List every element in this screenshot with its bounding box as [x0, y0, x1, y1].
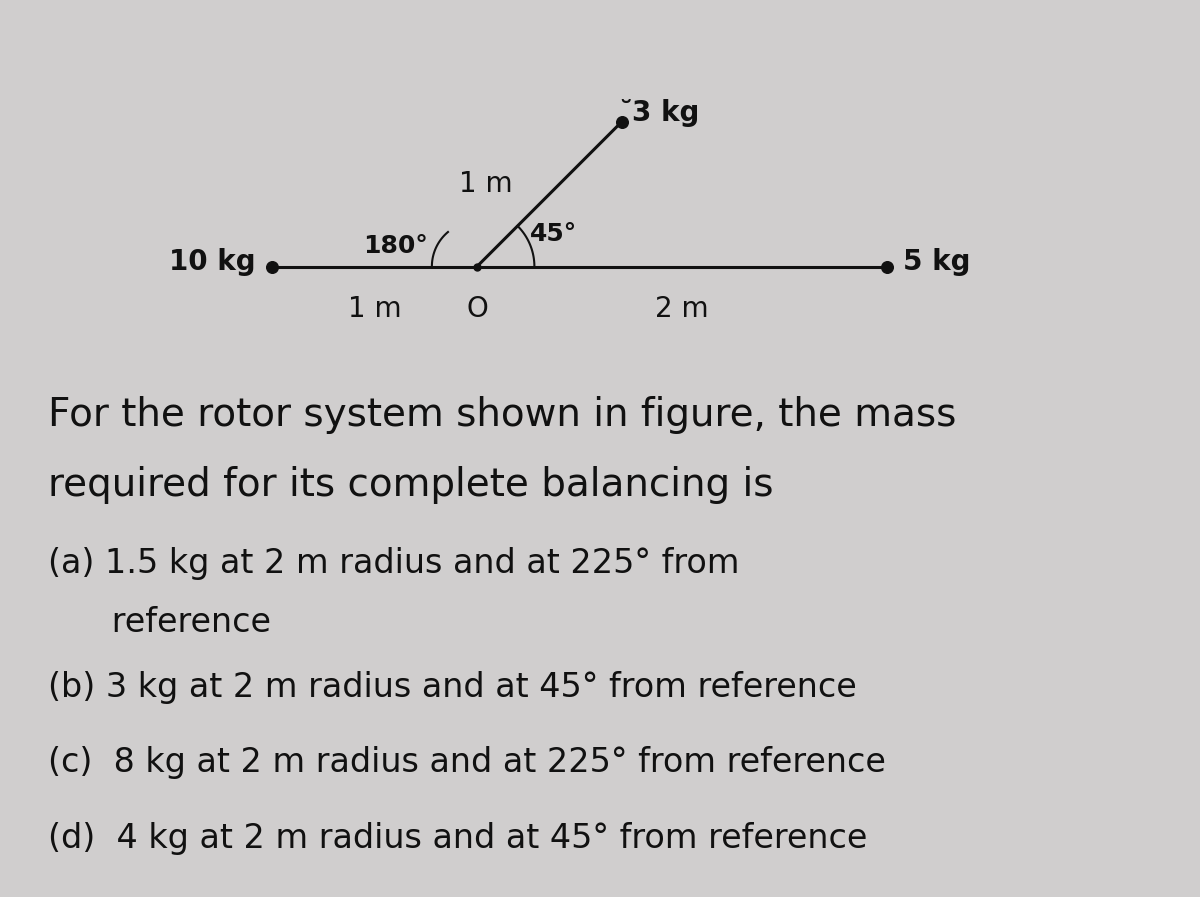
- Text: 2 m: 2 m: [655, 295, 709, 323]
- Text: (c)  8 kg at 2 m radius and at 225° from reference: (c) 8 kg at 2 m radius and at 225° from …: [48, 746, 886, 779]
- Text: 5 kg: 5 kg: [904, 248, 971, 276]
- Text: 1 m: 1 m: [348, 295, 401, 323]
- Text: required for its complete balancing is: required for its complete balancing is: [48, 466, 773, 504]
- Text: 45°: 45°: [530, 222, 577, 246]
- Text: O: O: [466, 295, 488, 323]
- Point: [263, 259, 282, 274]
- Text: For the rotor system shown in figure, the mass: For the rotor system shown in figure, th…: [48, 396, 956, 434]
- Text: 10 kg: 10 kg: [169, 248, 256, 276]
- Text: reference: reference: [48, 606, 271, 640]
- Text: (b) 3 kg at 2 m radius and at 45° from reference: (b) 3 kg at 2 m radius and at 45° from r…: [48, 671, 857, 704]
- Text: 1 m: 1 m: [458, 170, 512, 198]
- Text: 180°: 180°: [362, 234, 427, 258]
- Text: (d)  4 kg at 2 m radius and at 45° from reference: (d) 4 kg at 2 m radius and at 45° from r…: [48, 822, 868, 855]
- Point: [467, 259, 486, 274]
- Point: [877, 259, 896, 274]
- Text: ̆3 kg: ̆3 kg: [632, 100, 700, 127]
- Text: (a) 1.5 kg at 2 m radius and at 225° from: (a) 1.5 kg at 2 m radius and at 225° fro…: [48, 547, 739, 580]
- Point: [612, 115, 631, 129]
